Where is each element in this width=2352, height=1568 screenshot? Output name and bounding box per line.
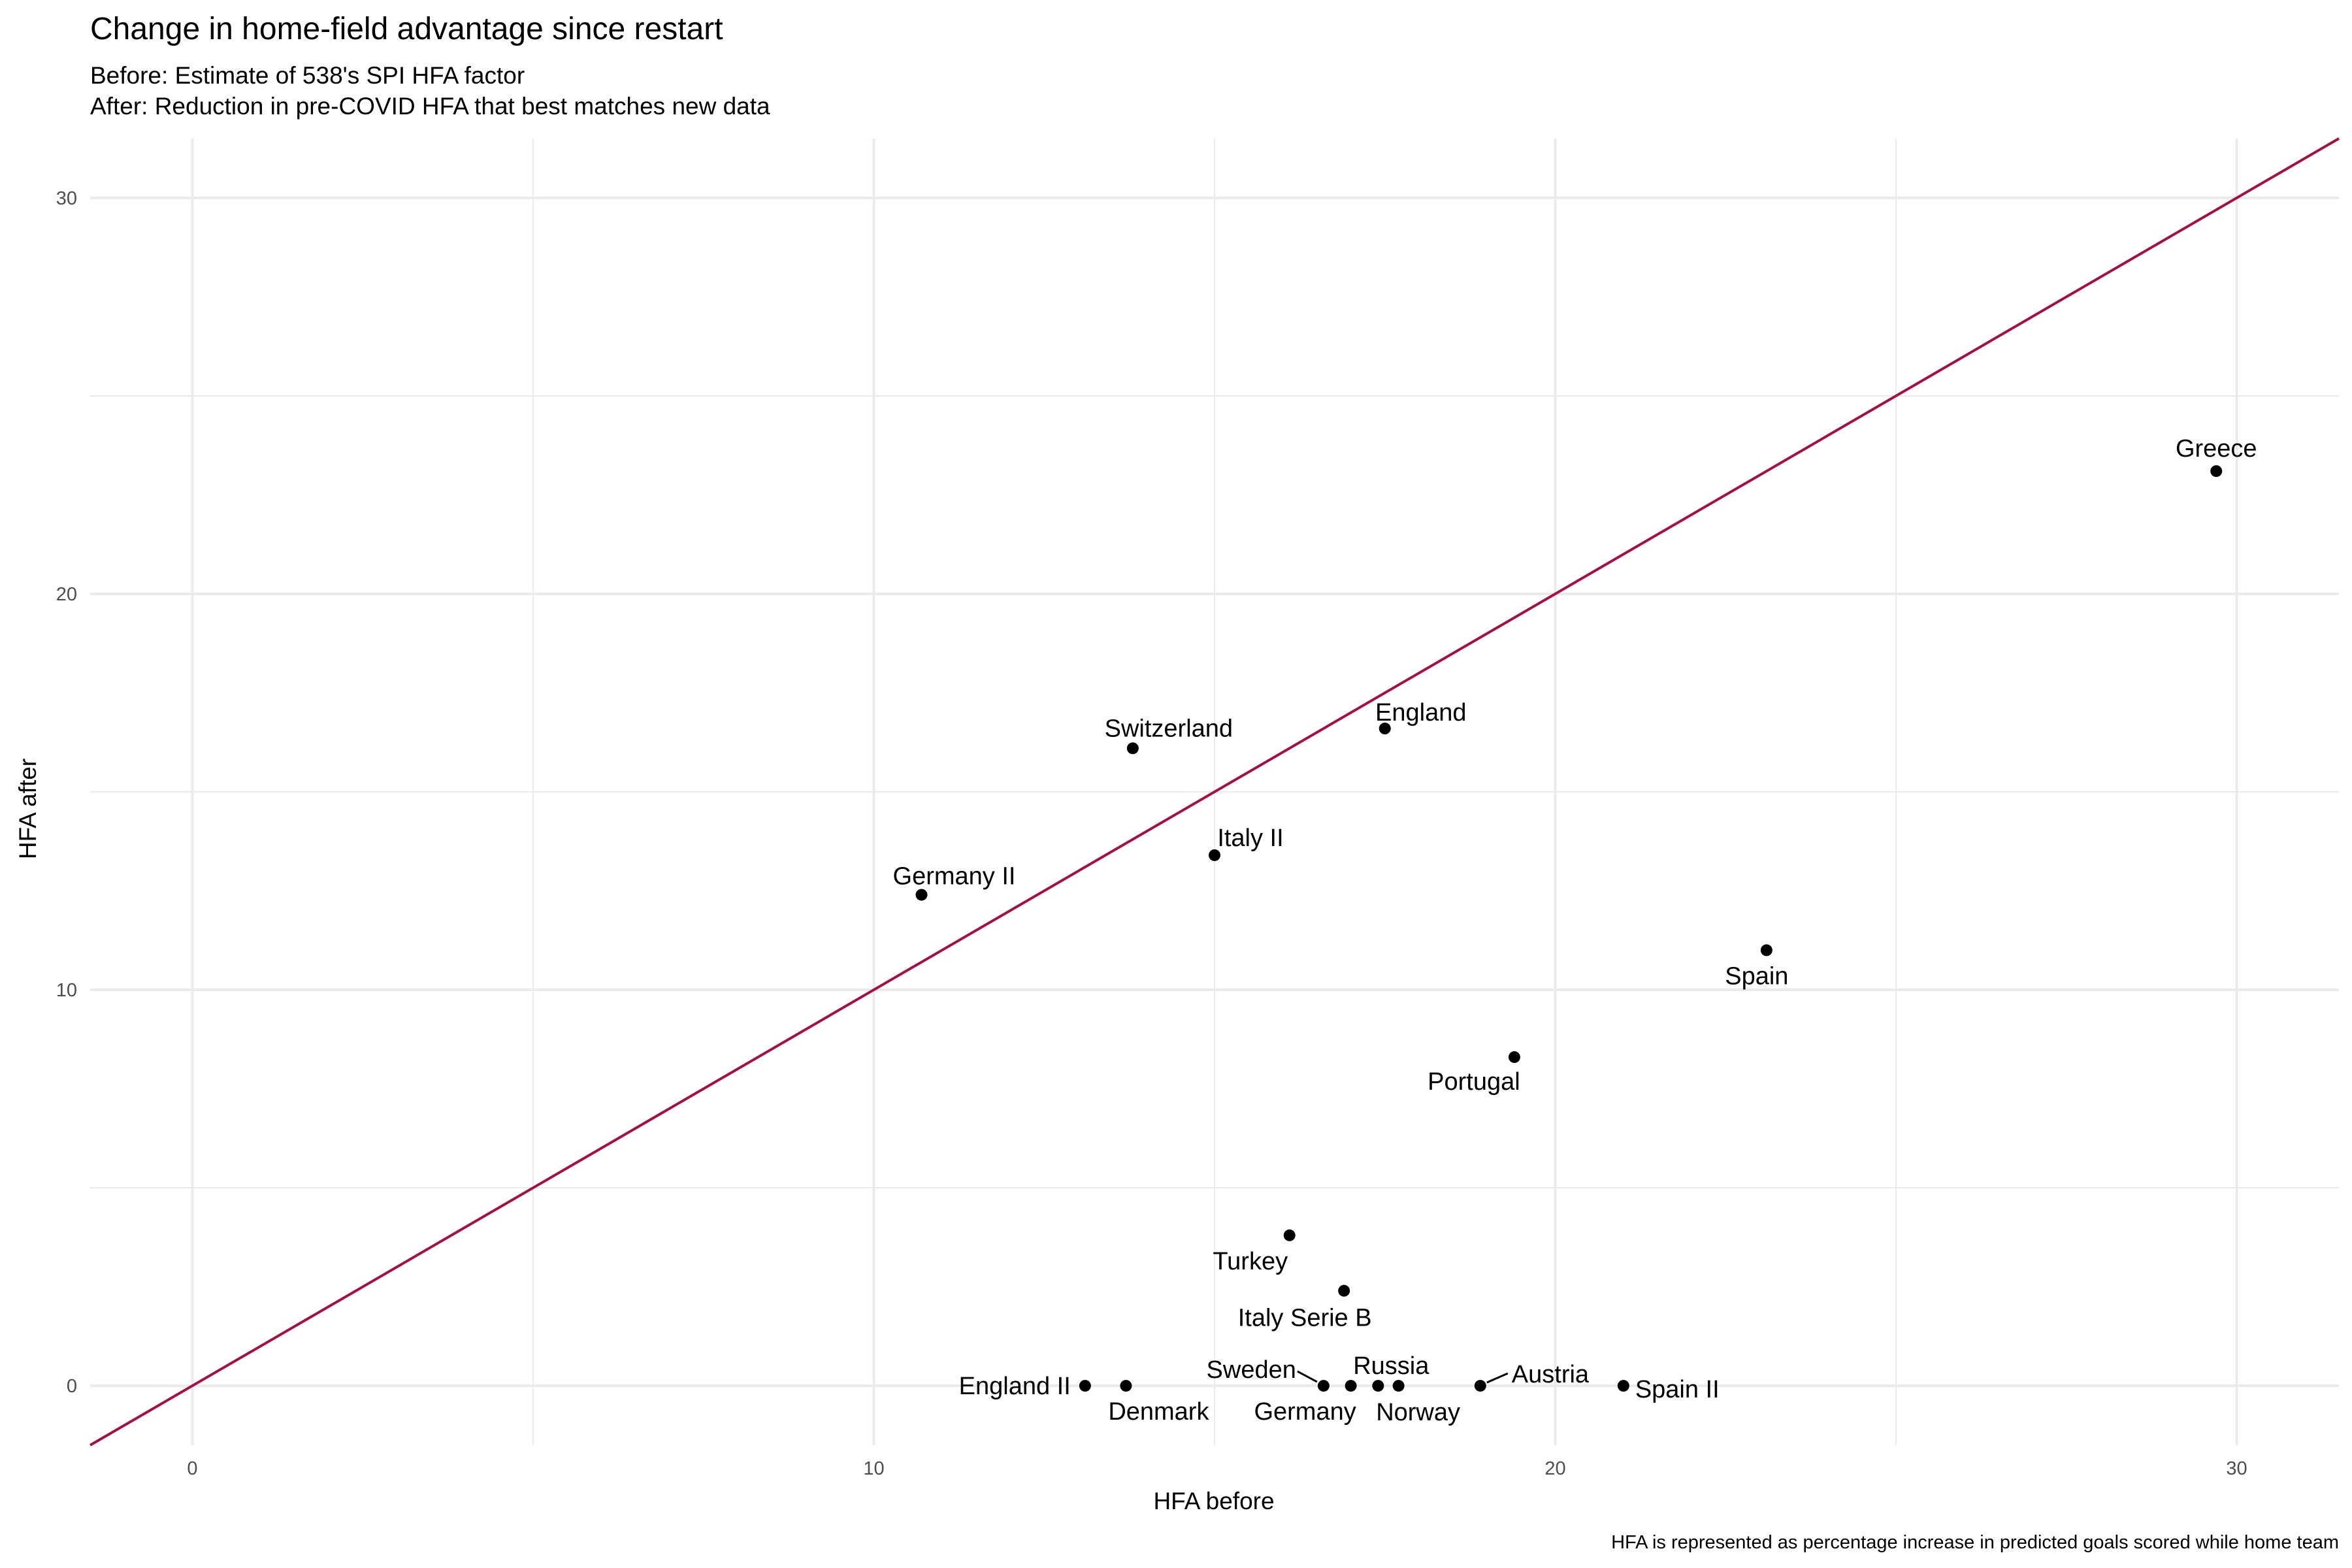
chart-title: Change in home-field advantage since res…: [90, 12, 723, 46]
y-tick-label: 10: [56, 980, 77, 1001]
point-label: Germany: [1254, 1398, 1356, 1426]
data-point: [1318, 1380, 1330, 1392]
point-label: Sweden: [1207, 1356, 1296, 1384]
point-label: Norway: [1376, 1399, 1460, 1426]
data-point: [1761, 944, 1772, 956]
data-point: [1079, 1380, 1091, 1392]
chart-caption: HFA is represented as percentage increas…: [1611, 1532, 2339, 1553]
data-point: [1475, 1380, 1486, 1392]
point-label: Italy II: [1217, 825, 1283, 852]
x-tick-label: 0: [187, 1458, 197, 1479]
y-tick-label: 30: [56, 188, 77, 209]
point-label: Spain: [1725, 962, 1788, 990]
data-point: [1120, 1380, 1132, 1392]
y-tick-label: 20: [56, 584, 77, 605]
point-label: Turkey: [1213, 1248, 1288, 1275]
data-points: [915, 465, 2222, 1392]
point-label: Russia: [1353, 1352, 1429, 1380]
chart-subtitle-line-2: After: Reduction in pre-COVID HFA that b…: [90, 93, 770, 120]
y-tick-label: 0: [67, 1376, 77, 1397]
data-point: [1338, 1285, 1350, 1297]
point-label: Switzerland: [1105, 715, 1233, 742]
point-label: Portugal: [1428, 1068, 1520, 1096]
point-label: Denmark: [1108, 1398, 1209, 1426]
x-axis-title: HFA before: [1153, 1488, 1274, 1514]
point-label: Greece: [2176, 435, 2257, 463]
point-label: Spain II: [1635, 1376, 1720, 1403]
y-axis-title: HFA after: [14, 759, 41, 859]
label-leader-line: [1298, 1371, 1317, 1382]
point-label: Germany II: [893, 863, 1016, 890]
x-tick-label: 10: [863, 1458, 884, 1479]
x-tick-label: 20: [1544, 1458, 1565, 1479]
data-point: [915, 889, 927, 901]
point-label: Austria: [1512, 1361, 1590, 1388]
data-point: [2210, 465, 2222, 477]
label-leader-line: [1487, 1373, 1508, 1382]
point-label: England: [1375, 699, 1466, 727]
point-label: Italy Serie B: [1238, 1305, 1372, 1332]
point-label: England II: [959, 1373, 1071, 1400]
data-point: [1372, 1380, 1384, 1392]
chart-subtitle-line-1: Before: Estimate of 538's SPI HFA factor: [90, 62, 525, 89]
x-tick-label: 30: [2226, 1458, 2247, 1479]
data-point: [1127, 742, 1139, 754]
data-point: [1509, 1051, 1520, 1063]
data-point: [1345, 1380, 1357, 1392]
data-point: [1284, 1230, 1296, 1241]
data-point: [1618, 1380, 1629, 1392]
data-point: [1393, 1380, 1405, 1392]
